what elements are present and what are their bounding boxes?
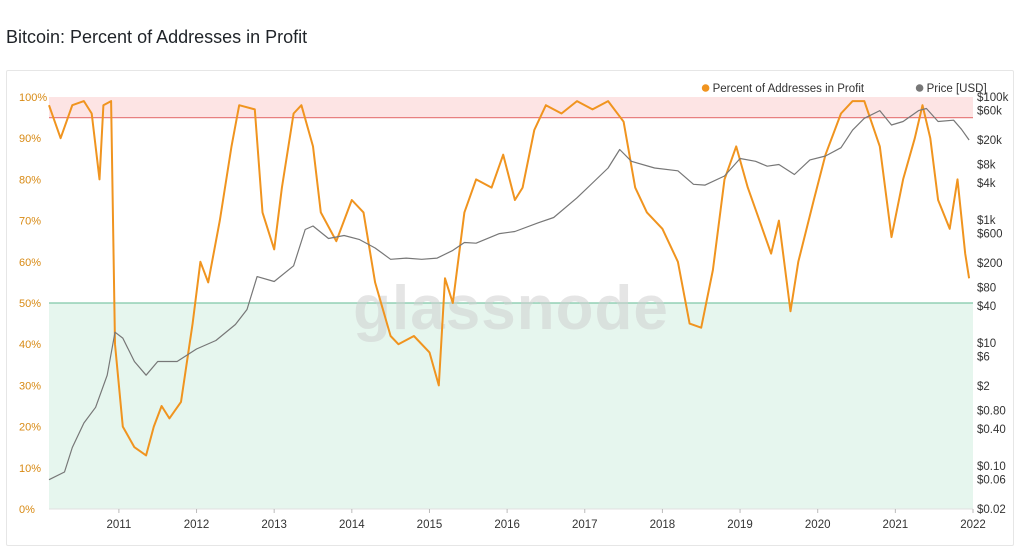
left-axis-tick-label: 10% — [19, 463, 41, 475]
legend-swatch — [915, 84, 924, 92]
right-axis-tick-label: $60k — [977, 106, 1002, 118]
chart-panel: glassnode 0% 10% 20% 30% 40% 50% 60% 70% 80% 90% 10… — [6, 70, 1014, 546]
series-line-price — [48, 107, 970, 481]
band-lower — [49, 303, 973, 509]
left-axis-tick-label: 90% — [19, 133, 41, 145]
right-axis-tick-label: $1k — [977, 215, 996, 227]
legend-label: Price [USD] — [927, 83, 987, 95]
left-axis-tick-label: 30% — [19, 380, 41, 392]
chart-svg: glassnode 0% 10% 20% 30% 40% 50% 60% 70% 80% 90% 10… — [19, 83, 1009, 531]
right-axis-tick-label: $80 — [977, 282, 996, 294]
chart-title: Bitcoin: Percent of Addresses in Profit — [6, 27, 308, 47]
x-axis-tick-label: 2017 — [572, 519, 598, 531]
x-axis-tick-label: 2019 — [727, 519, 753, 531]
band-upper — [49, 97, 973, 118]
right-axis-tick-label: $40 — [977, 301, 996, 313]
right-axis-tick-label: $0.40 — [977, 424, 1006, 436]
right-axis-tick-label: $4k — [977, 178, 996, 190]
watermark-text: glassnode — [353, 274, 669, 343]
left-axis-tick-label: 80% — [19, 174, 41, 186]
x-axis-tick-label: 2011 — [107, 519, 132, 531]
left-axis-tick-label: 40% — [19, 339, 41, 351]
right-axis-tick-label: $200 — [977, 258, 1003, 270]
x-axis-tick-label: 2012 — [184, 519, 210, 531]
x-axis-tick-label: 2016 — [494, 519, 520, 531]
left-axis-tick-label: 70% — [19, 216, 41, 228]
x-axis-tick-label: 2018 — [650, 519, 676, 531]
x-axis-tick-label: 2021 — [883, 519, 909, 531]
x-axis-tick-label: 2022 — [960, 519, 986, 531]
x-axis-tick-label: 2013 — [261, 519, 287, 531]
x-axis-tick-label: 2014 — [339, 519, 365, 531]
series-line-percent-in-profit — [48, 100, 971, 457]
left-axis-tick-label: 100% — [19, 92, 47, 104]
legend-label: Percent of Addresses in Profit — [713, 83, 865, 95]
right-axis-tick-label: $10 — [977, 338, 996, 350]
right-axis-tick-label: $0.80 — [977, 405, 1006, 417]
left-axis-tick-label: 0% — [19, 504, 35, 516]
right-axis-tick-label: $2 — [977, 381, 990, 393]
left-axis-tick-label: 60% — [19, 257, 41, 269]
right-axis-tick-label: $6 — [977, 352, 990, 364]
right-axis-tick-label: $100k — [977, 92, 1009, 104]
right-axis-tick-label: $8k — [977, 159, 996, 171]
legend-swatch — [701, 84, 710, 92]
right-axis-tick-label: $0.06 — [977, 475, 1006, 487]
x-axis-tick-label: 2020 — [805, 519, 831, 531]
left-axis-tick-label: 50% — [19, 298, 41, 310]
right-axis-tick-label: $0.02 — [977, 504, 1006, 516]
right-axis-tick-label: $600 — [977, 229, 1003, 241]
right-axis-tick-label: $0.10 — [977, 461, 1006, 473]
left-axis-tick-label: 20% — [19, 422, 41, 434]
x-axis-tick-label: 2015 — [417, 519, 443, 531]
right-axis-tick-label: $20k — [977, 135, 1002, 147]
